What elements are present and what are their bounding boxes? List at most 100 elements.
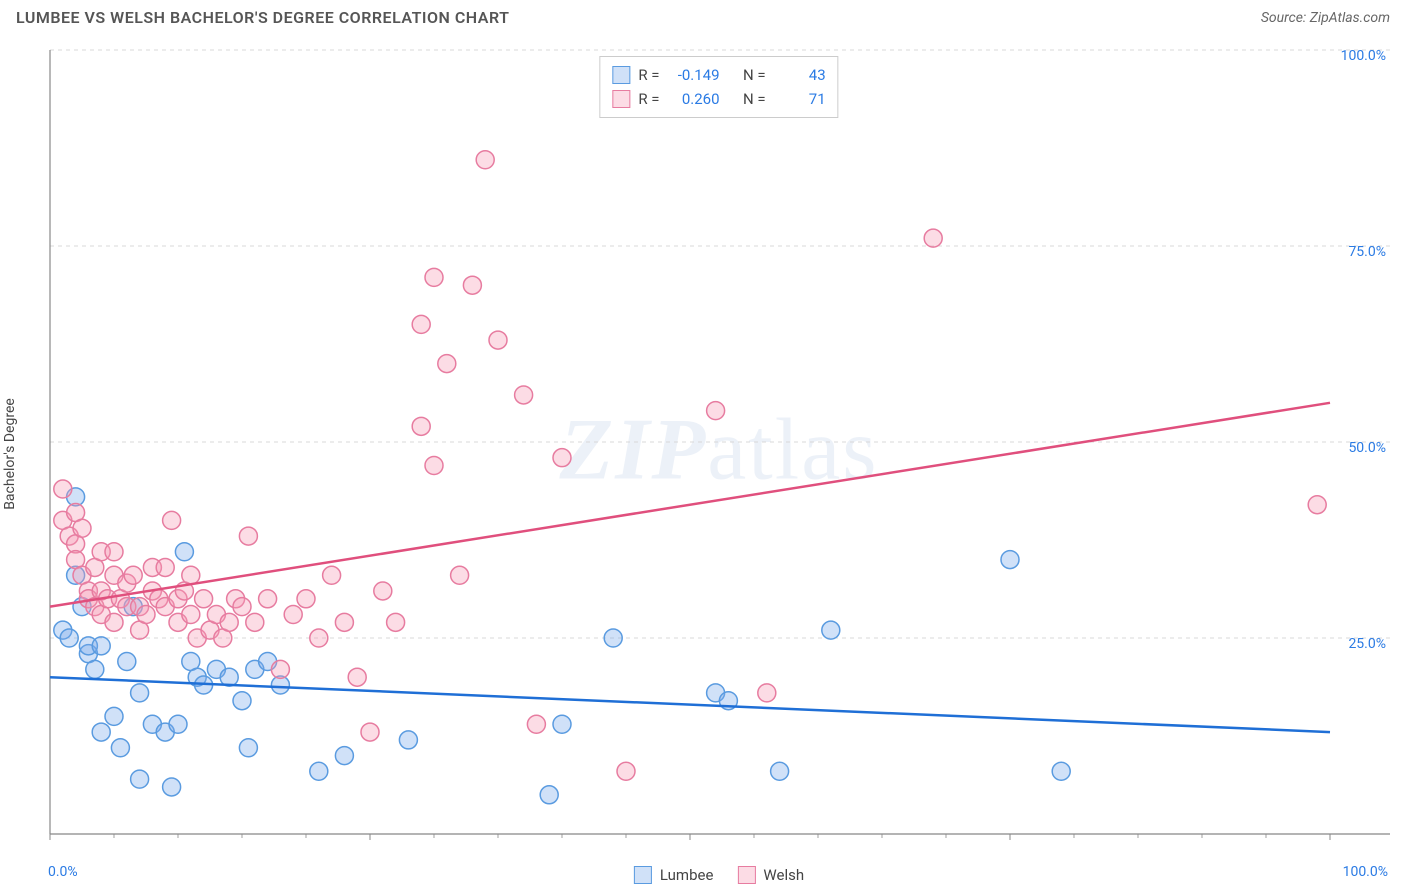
data-point — [412, 417, 430, 435]
stat-n-value: 43 — [774, 63, 826, 87]
y-tick-label: 50.0% — [1348, 440, 1386, 456]
legend-swatch — [612, 66, 630, 84]
legend-swatch — [737, 866, 755, 884]
data-point — [438, 355, 456, 373]
chart-header: LUMBEE VS WELSH BACHELOR'S DEGREE CORREL… — [0, 0, 1406, 31]
data-point — [310, 629, 328, 647]
data-point — [233, 692, 251, 710]
data-point — [118, 653, 136, 671]
data-point — [822, 621, 840, 639]
series-legend-item: Lumbee — [634, 866, 714, 884]
data-point — [1001, 551, 1019, 569]
stat-r-value: -0.149 — [668, 63, 720, 87]
data-point — [73, 519, 91, 537]
data-point — [348, 668, 366, 686]
data-point — [387, 613, 405, 631]
data-point — [617, 762, 635, 780]
trend-line — [50, 403, 1330, 607]
data-point — [553, 715, 571, 733]
data-point — [131, 770, 149, 788]
data-point — [451, 566, 469, 584]
data-point — [246, 613, 264, 631]
data-point — [758, 684, 776, 702]
data-point — [553, 449, 571, 467]
data-point — [259, 590, 277, 608]
legend-swatch — [634, 866, 652, 884]
data-point — [54, 480, 72, 498]
data-point — [412, 315, 430, 333]
data-point — [105, 707, 123, 725]
data-point — [425, 268, 443, 286]
data-point — [335, 613, 353, 631]
data-point — [489, 331, 507, 349]
source-name: ZipAtlas.com — [1310, 10, 1390, 26]
y-axis-label: Bachelor's Degree — [2, 398, 18, 510]
data-point — [771, 762, 789, 780]
data-point — [105, 613, 123, 631]
data-point — [131, 684, 149, 702]
data-point — [515, 386, 533, 404]
stats-legend: R = -0.149 N = 43R = 0.260 N = 71 — [599, 56, 838, 118]
stat-n-label: N = — [743, 87, 766, 111]
data-point — [361, 723, 379, 741]
stats-legend-row: R = -0.149 N = 43 — [612, 63, 825, 87]
chart-container: ZIPatlas 25.0%50.0%75.0%100.0%0.0%100.0%… — [48, 48, 1390, 852]
data-point — [425, 457, 443, 475]
data-point — [271, 660, 289, 678]
y-tick-label: 100.0% — [1341, 48, 1386, 64]
data-point — [137, 605, 155, 623]
chart-svg — [48, 48, 1390, 852]
data-point — [924, 229, 942, 247]
data-point — [105, 543, 123, 561]
x-tick-label: 100.0% — [1343, 864, 1388, 880]
data-point — [323, 566, 341, 584]
data-point — [310, 762, 328, 780]
data-point — [540, 786, 558, 804]
y-tick-label: 75.0% — [1348, 244, 1386, 260]
data-point — [399, 731, 417, 749]
data-point — [169, 715, 187, 733]
data-point — [111, 739, 129, 757]
data-point — [604, 629, 622, 647]
data-point — [163, 778, 181, 796]
stat-r-label: R = — [638, 63, 659, 87]
data-point — [92, 637, 110, 655]
series-legend-label: Lumbee — [660, 866, 714, 884]
data-point — [92, 723, 110, 741]
stat-n-label: N = — [743, 63, 766, 87]
data-point — [60, 629, 78, 647]
data-point — [182, 566, 200, 584]
data-point — [86, 660, 104, 678]
data-point — [175, 543, 193, 561]
data-point — [284, 605, 302, 623]
data-point — [707, 402, 725, 420]
data-point — [156, 558, 174, 576]
x-tick-label: 0.0% — [48, 864, 78, 880]
stat-r-value: 0.260 — [668, 87, 720, 111]
stats-legend-row: R =0.260 N =71 — [612, 87, 825, 111]
data-point — [124, 566, 142, 584]
data-point — [335, 747, 353, 765]
data-point — [374, 582, 392, 600]
data-point — [297, 590, 315, 608]
chart-title: LUMBEE VS WELSH BACHELOR'S DEGREE CORREL… — [16, 8, 509, 27]
data-point — [233, 598, 251, 616]
plot-area: ZIPatlas 25.0%50.0%75.0%100.0%0.0%100.0%… — [48, 48, 1390, 852]
y-tick-label: 25.0% — [1348, 636, 1386, 652]
data-point — [195, 590, 213, 608]
data-point — [182, 605, 200, 623]
data-point — [239, 739, 257, 757]
stat-n-value: 71 — [774, 87, 826, 111]
data-point — [220, 613, 238, 631]
source-prefix: Source: — [1261, 10, 1310, 26]
data-point — [1052, 762, 1070, 780]
data-point — [463, 276, 481, 294]
data-point — [476, 151, 494, 169]
series-legend-item: Welsh — [737, 866, 804, 884]
series-legend: Lumbee Welsh — [634, 866, 804, 884]
data-point — [527, 715, 545, 733]
data-point — [239, 527, 257, 545]
data-point — [1308, 496, 1326, 514]
legend-swatch — [612, 90, 630, 108]
series-legend-label: Welsh — [763, 866, 804, 884]
